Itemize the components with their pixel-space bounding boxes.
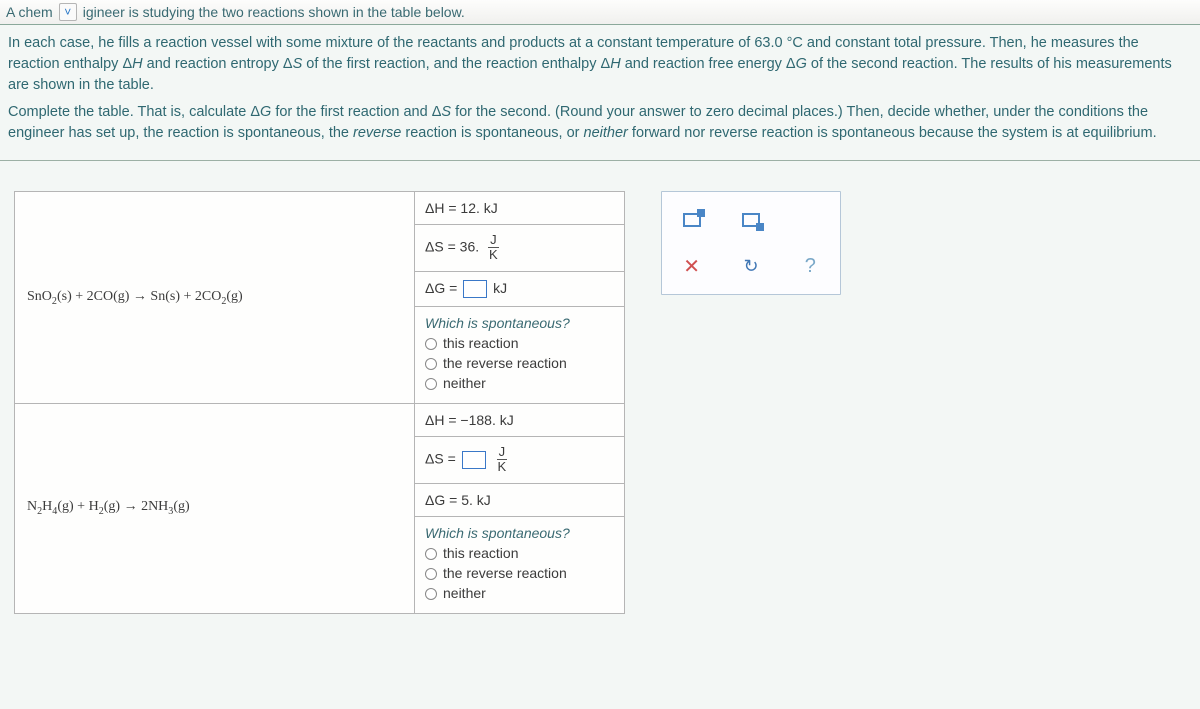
r1-ph1: (s) (57, 289, 72, 304)
subscript-tool-icon[interactable] (735, 206, 767, 234)
sym-G1: G (796, 56, 807, 72)
r1-ds-value: 36. (460, 239, 479, 255)
radio-icon[interactable] (425, 548, 437, 560)
radio-icon[interactable] (425, 338, 437, 350)
r2-ds-unit-fraction: J K (496, 445, 509, 475)
r2-row-dh: N2H4(g) + H2(g) → 2NH3(g) ΔH = −188. kJ (15, 403, 625, 436)
p1-e: and reaction free energy Δ (621, 56, 796, 72)
r1-sp-cell: Which is spontaneous? this reaction the … (415, 306, 625, 403)
r2-ds-cell: ΔS = J K (415, 436, 625, 483)
r2-opt3[interactable]: neither (425, 585, 614, 601)
r2-t4: 2NH (141, 499, 168, 514)
r1-ph3: (s) (165, 289, 180, 304)
radio-icon[interactable] (425, 358, 437, 370)
r2-ds-input[interactable] (462, 451, 486, 469)
r2-arrow: → (120, 499, 141, 514)
r1-opt1[interactable]: this reaction (425, 335, 614, 351)
p1-c: and reaction entropy Δ (143, 56, 293, 72)
r1-ds-cell: ΔS = 36. J K (415, 225, 625, 272)
r1-t4: + 2CO (180, 289, 221, 304)
unit-K2: K (496, 460, 509, 474)
r2-t1: N (27, 499, 37, 514)
r2-sp-cell: Which is spontaneous? this reaction the … (415, 516, 625, 613)
r1-dh-label: ΔH = (425, 200, 460, 216)
r1-dh-cell: ΔH = 12. kJ (415, 192, 625, 225)
sym-G2: G (260, 104, 271, 120)
p2-e: forward nor reverse reaction is spontane… (628, 125, 1157, 141)
r1-opt1-label: this reaction (443, 335, 518, 351)
header-left-text: A chem (6, 4, 53, 20)
r1-ds-label: ΔS = (425, 239, 460, 255)
r2-equation-cell: N2H4(g) + H2(g) → 2NH3(g) (15, 403, 415, 613)
r1-dg-input[interactable] (463, 280, 487, 298)
r2-opt3-label: neither (443, 585, 486, 601)
r2-dg-value: 5. kJ (461, 492, 491, 508)
r1-t3: Sn (150, 289, 165, 304)
r2-ds-label: ΔS = (425, 450, 460, 466)
r1-dh-value: 12. kJ (460, 200, 497, 216)
unit-K: K (487, 248, 500, 262)
r2-t3: + H (74, 499, 99, 514)
p2-b: for the first reaction and Δ (271, 104, 441, 120)
r2-dh-value: −188. kJ (460, 412, 513, 428)
r2-dh-cell: ΔH = −188. kJ (415, 403, 625, 436)
r2-ph1: (g) (57, 499, 73, 514)
p1-a: In each case, he fills a reaction vessel… (8, 35, 754, 51)
reaction-table: SnO2(s) + 2CO(g) → Sn(s) + 2CO2(g) ΔH = … (14, 191, 625, 613)
r2-sp-question: Which is spontaneous? (425, 525, 614, 541)
sym-H2: H (610, 56, 620, 72)
work-area: SnO2(s) + 2CO(g) → Sn(s) + 2CO2(g) ΔH = … (0, 161, 1200, 613)
r2-dg-label: ΔG = (425, 492, 461, 508)
sym-S1: S (293, 56, 303, 72)
temperature-value: 63.0 °C (754, 35, 803, 51)
help-icon[interactable]: ? (794, 252, 826, 280)
p2-a: Complete the table. That is, calculate Δ (8, 104, 260, 120)
r1-opt2[interactable]: the reverse reaction (425, 355, 614, 371)
r1-equation-cell: SnO2(s) + 2CO(g) → Sn(s) + 2CO2(g) (15, 192, 415, 404)
r1-dg-label: ΔG = (425, 280, 461, 296)
clear-x-icon[interactable]: ✕ (676, 252, 708, 280)
radio-icon[interactable] (425, 588, 437, 600)
word-reverse: reverse (353, 125, 401, 141)
r1-arrow: → (129, 289, 150, 304)
reset-icon[interactable]: ↻ (735, 252, 767, 280)
r2-ph2: (g) (104, 499, 120, 514)
r1-ph2: (g) (113, 289, 129, 304)
p1-d: of the first reaction, and the reaction … (302, 56, 610, 72)
r1-row-dh: SnO2(s) + 2CO(g) → Sn(s) + 2CO2(g) ΔH = … (15, 192, 625, 225)
problem-statement: In each case, he fills a reaction vessel… (0, 25, 1200, 161)
r2-opt2-label: the reverse reaction (443, 565, 567, 581)
r2-t2: H (42, 499, 52, 514)
unit-J: J (488, 233, 499, 248)
r1-ds-unit-fraction: J K (487, 233, 500, 263)
r2-dh-label: ΔH = (425, 412, 460, 428)
r2-opt2[interactable]: the reverse reaction (425, 565, 614, 581)
sym-H1: H (132, 56, 142, 72)
r1-dg-unit: kJ (493, 280, 507, 296)
symbol-toolbar: ✕ ↻ ? (661, 191, 841, 295)
word-neither: neither (584, 125, 628, 141)
superscript-tool-icon[interactable] (676, 206, 708, 234)
sym-S2: S (441, 104, 451, 120)
header-right-text: igineer is studying the two reactions sh… (83, 4, 465, 20)
r1-opt2-label: the reverse reaction (443, 355, 567, 371)
r1-opt3[interactable]: neither (425, 375, 614, 391)
r2-opt1-label: this reaction (443, 545, 518, 561)
r1-dg-cell: ΔG = kJ (415, 271, 625, 306)
r2-opt1[interactable]: this reaction (425, 545, 614, 561)
r1-t2: + 2CO (72, 289, 113, 304)
r1-sp-question: Which is spontaneous? (425, 315, 614, 331)
page-header-strip: A chem ˅ igineer is studying the two rea… (0, 0, 1200, 25)
unit-J2: J (497, 445, 508, 460)
r1-t1: SnO (27, 289, 52, 304)
r2-dg-cell: ΔG = 5. kJ (415, 483, 625, 516)
r1-ph4: (g) (226, 289, 242, 304)
radio-icon[interactable] (425, 568, 437, 580)
radio-icon[interactable] (425, 378, 437, 390)
p2-d: reaction is spontaneous, or (401, 125, 583, 141)
r2-ph3: (g) (173, 499, 189, 514)
dropdown-chevron-icon[interactable]: ˅ (59, 3, 77, 21)
r1-opt3-label: neither (443, 375, 486, 391)
